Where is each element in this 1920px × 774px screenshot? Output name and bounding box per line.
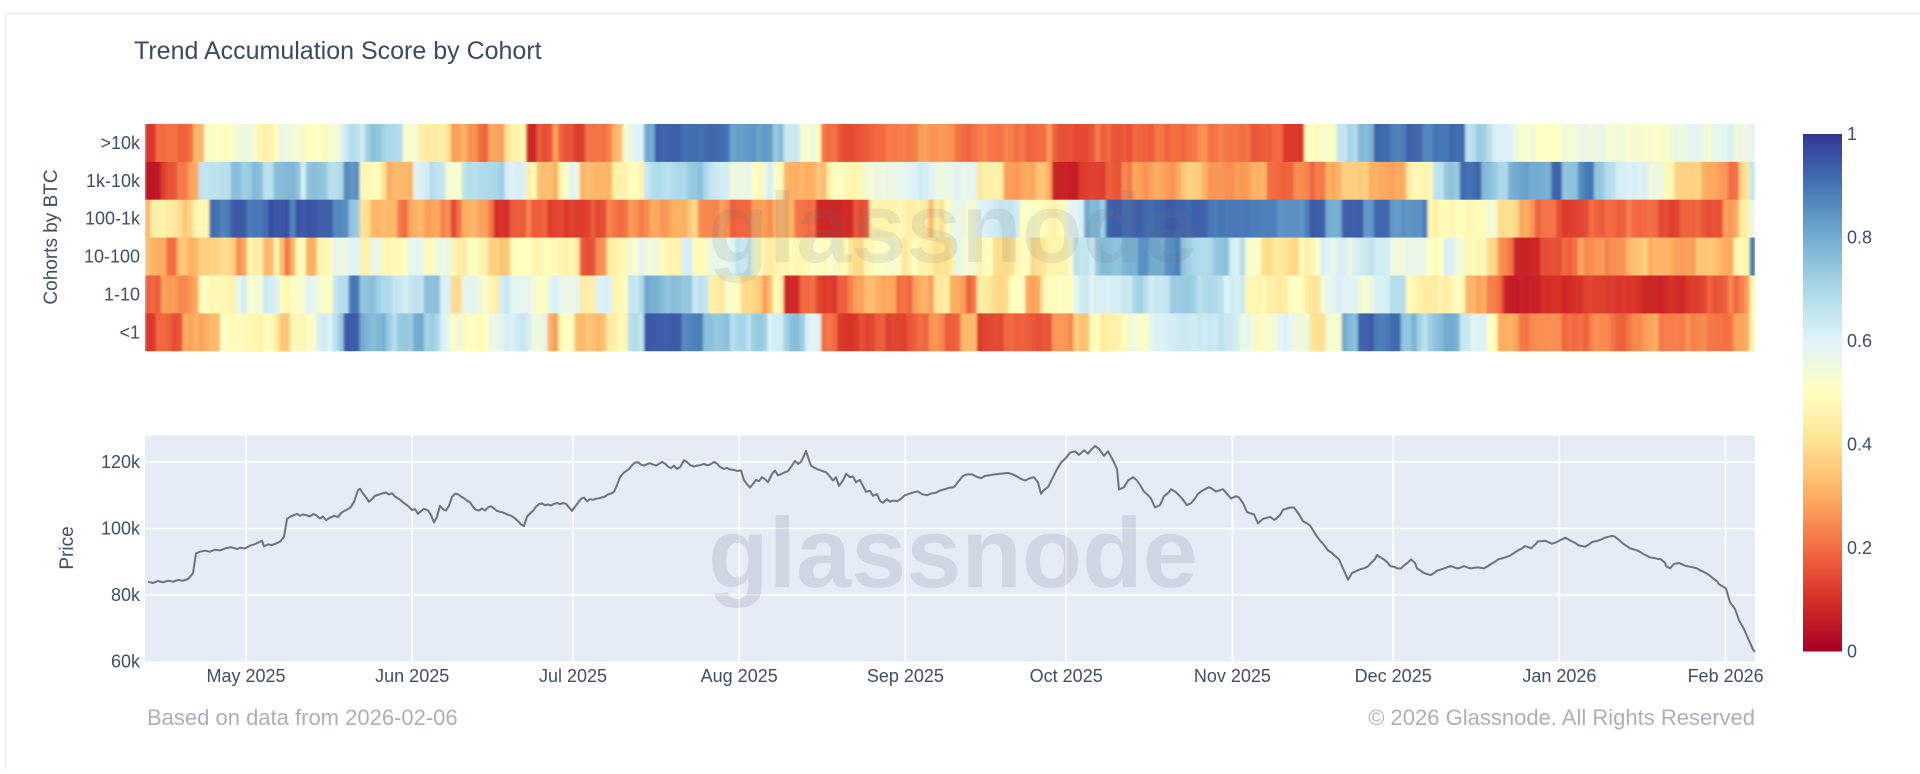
svg-text:0: 0 [1847, 642, 1857, 662]
svg-text:>10k: >10k [100, 133, 141, 153]
svg-text:1k-10k: 1k-10k [86, 171, 141, 191]
svg-text:Aug 2025: Aug 2025 [701, 666, 778, 686]
svg-text:Nov 2025: Nov 2025 [1194, 666, 1271, 686]
svg-text:Price: Price [57, 526, 78, 569]
svg-text:Jul 2025: Jul 2025 [539, 666, 607, 686]
svg-text:60k: 60k [111, 652, 141, 672]
svg-text:<1: <1 [119, 322, 140, 342]
svg-text:Oct 2025: Oct 2025 [1030, 666, 1103, 686]
svg-text:© 2026 Glassnode. All Rights R: © 2026 Glassnode. All Rights Reserved [1368, 705, 1755, 730]
svg-text:0.2: 0.2 [1847, 538, 1872, 558]
svg-text:Feb 2026: Feb 2026 [1688, 666, 1764, 686]
svg-text:100k: 100k [101, 518, 141, 538]
svg-text:glassnode: glassnode [708, 497, 1198, 608]
svg-text:0.4: 0.4 [1847, 435, 1872, 455]
svg-text:Jan 2026: Jan 2026 [1522, 666, 1596, 686]
svg-text:1-10: 1-10 [104, 284, 140, 304]
svg-text:80k: 80k [111, 585, 141, 605]
svg-text:Jun 2025: Jun 2025 [375, 666, 449, 686]
svg-text:1: 1 [1847, 124, 1857, 144]
svg-text:120k: 120k [101, 452, 141, 472]
svg-text:May 2025: May 2025 [206, 666, 285, 686]
svg-text:Dec 2025: Dec 2025 [1355, 666, 1432, 686]
svg-text:0.8: 0.8 [1847, 228, 1872, 248]
svg-text:Based on data from 2026-02-06: Based on data from 2026-02-06 [147, 705, 458, 730]
svg-text:Sep 2025: Sep 2025 [867, 666, 944, 686]
svg-text:100-1k: 100-1k [85, 209, 141, 229]
svg-text:0.6: 0.6 [1847, 331, 1872, 351]
svg-text:glassnode: glassnode [708, 172, 1198, 283]
svg-text:10-100: 10-100 [84, 247, 140, 267]
svg-text:Trend Accumulation Score by Co: Trend Accumulation Score by Cohort [134, 37, 542, 65]
svg-text:Cohorts by BTC: Cohorts by BTC [41, 169, 62, 304]
